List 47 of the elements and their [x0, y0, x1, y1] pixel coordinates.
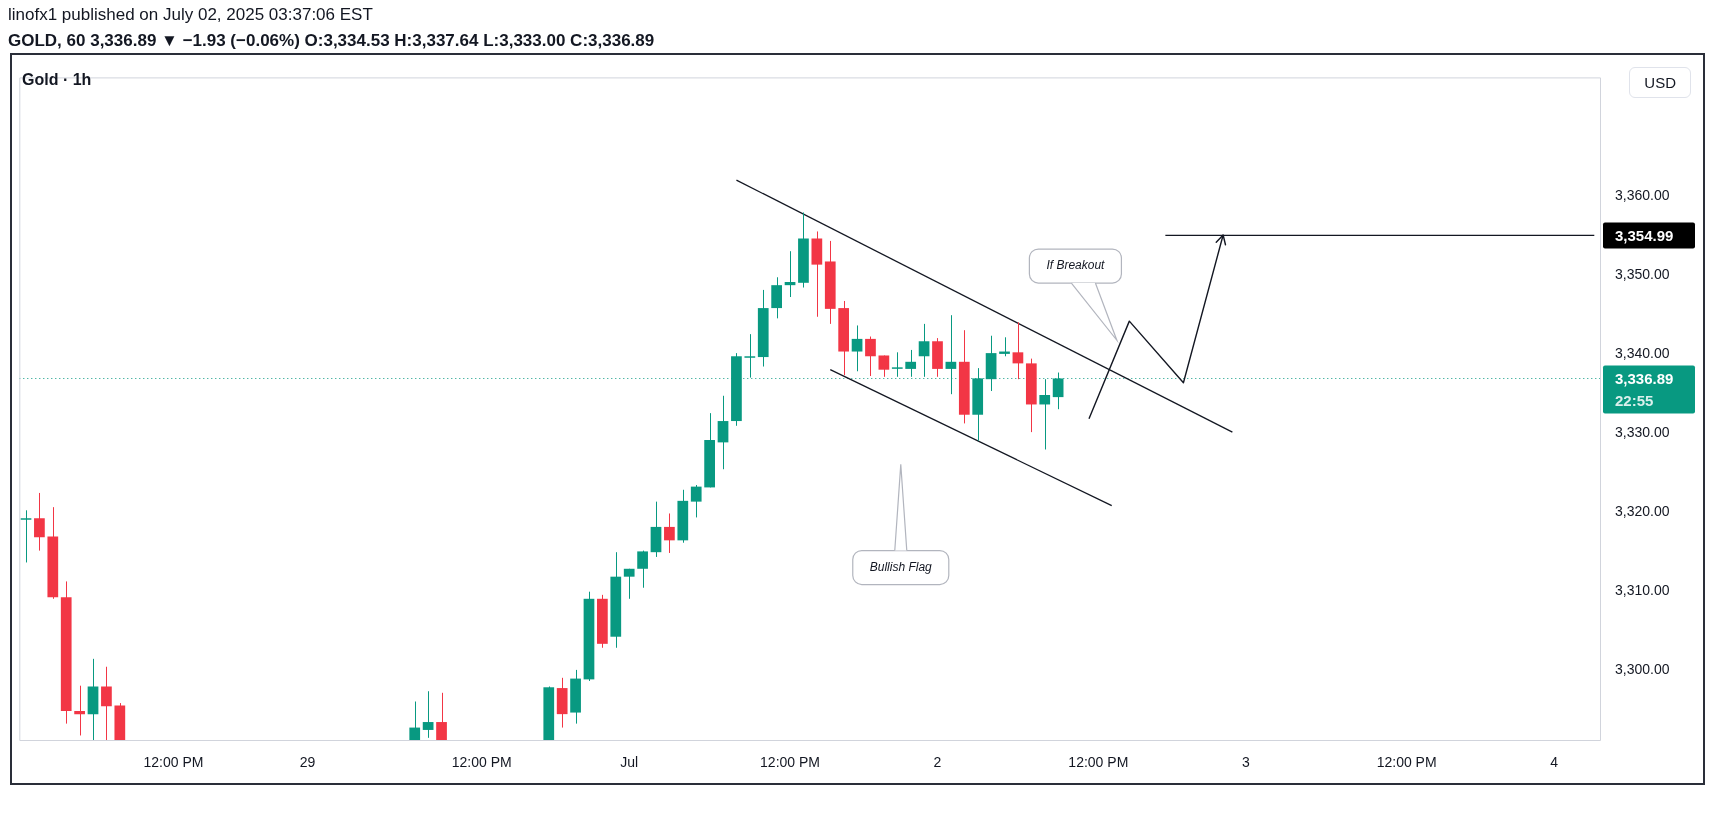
candlestick: [690, 484, 702, 518]
candlestick: [945, 314, 957, 395]
x-tick-label: 29: [299, 754, 316, 771]
candlestick: [744, 333, 756, 379]
text: 3,354.99: [1615, 226, 1674, 244]
candlestick: [436, 692, 447, 741]
y-tick-label: 3,350.00: [1615, 265, 1670, 282]
text: GOLD, 60 3,336.89 ▼ −1.93 (−0.06%) O:3,334.53 H:3,337.64 L:3,333.00 C:3,336.89: [8, 30, 655, 52]
annotation: If Breakout: [1046, 258, 1106, 273]
x-tick-label: 3: [1241, 754, 1250, 771]
annotation: Bullish Flag: [869, 559, 933, 574]
candlestick: [20, 509, 32, 563]
candlestick: [1039, 378, 1051, 450]
x-tick-label: 4: [1550, 754, 1559, 771]
x-tick-label: 12:00 PM: [1376, 754, 1437, 771]
candlestick: [717, 395, 729, 470]
candlestick: [101, 666, 112, 741]
candlestick: [409, 701, 421, 741]
candlestick: [623, 568, 635, 600]
candlestick: [771, 276, 782, 319]
candlestick: [637, 550, 648, 589]
x-tick-label: 12:00 PM: [451, 754, 512, 771]
x-tick-label: 12:00 PM: [143, 754, 204, 771]
y-tick-label: 3,360.00: [1615, 186, 1670, 203]
candlestick: [422, 690, 434, 739]
x-tick-label: 12:00 PM: [760, 754, 821, 771]
y-tick-label: 3,320.00: [1615, 502, 1670, 519]
ref-line-label: 3,336.89 22:55: [1615, 369, 1674, 409]
candlestick: [878, 354, 890, 378]
candlestick: [34, 492, 45, 552]
y-tick-label: 3,300.00: [1615, 660, 1670, 677]
y-tick-label: 3,340.00: [1615, 344, 1670, 361]
candlestick: [1012, 321, 1024, 380]
x-tick-label: 12:00 PM: [1068, 754, 1129, 771]
candlestick: [851, 324, 863, 372]
candlestick: [891, 351, 903, 378]
y-tick-label: 3,310.00: [1615, 581, 1670, 598]
y-axis-title: USD: [1629, 67, 1691, 98]
y-tick-label: 3,330.00: [1615, 423, 1670, 440]
candlestick: [74, 685, 85, 736]
x-tick-label: 2: [933, 754, 942, 771]
candlestick: [918, 323, 930, 378]
candlestick: [664, 512, 675, 554]
candlestick: [865, 336, 876, 377]
chart-title: Gold · 1h: [22, 71, 92, 89]
x-tick-label: Jul: [620, 754, 639, 771]
text: linofx1 published on July 02, 2025 03:37:06 EST: [8, 4, 374, 26]
